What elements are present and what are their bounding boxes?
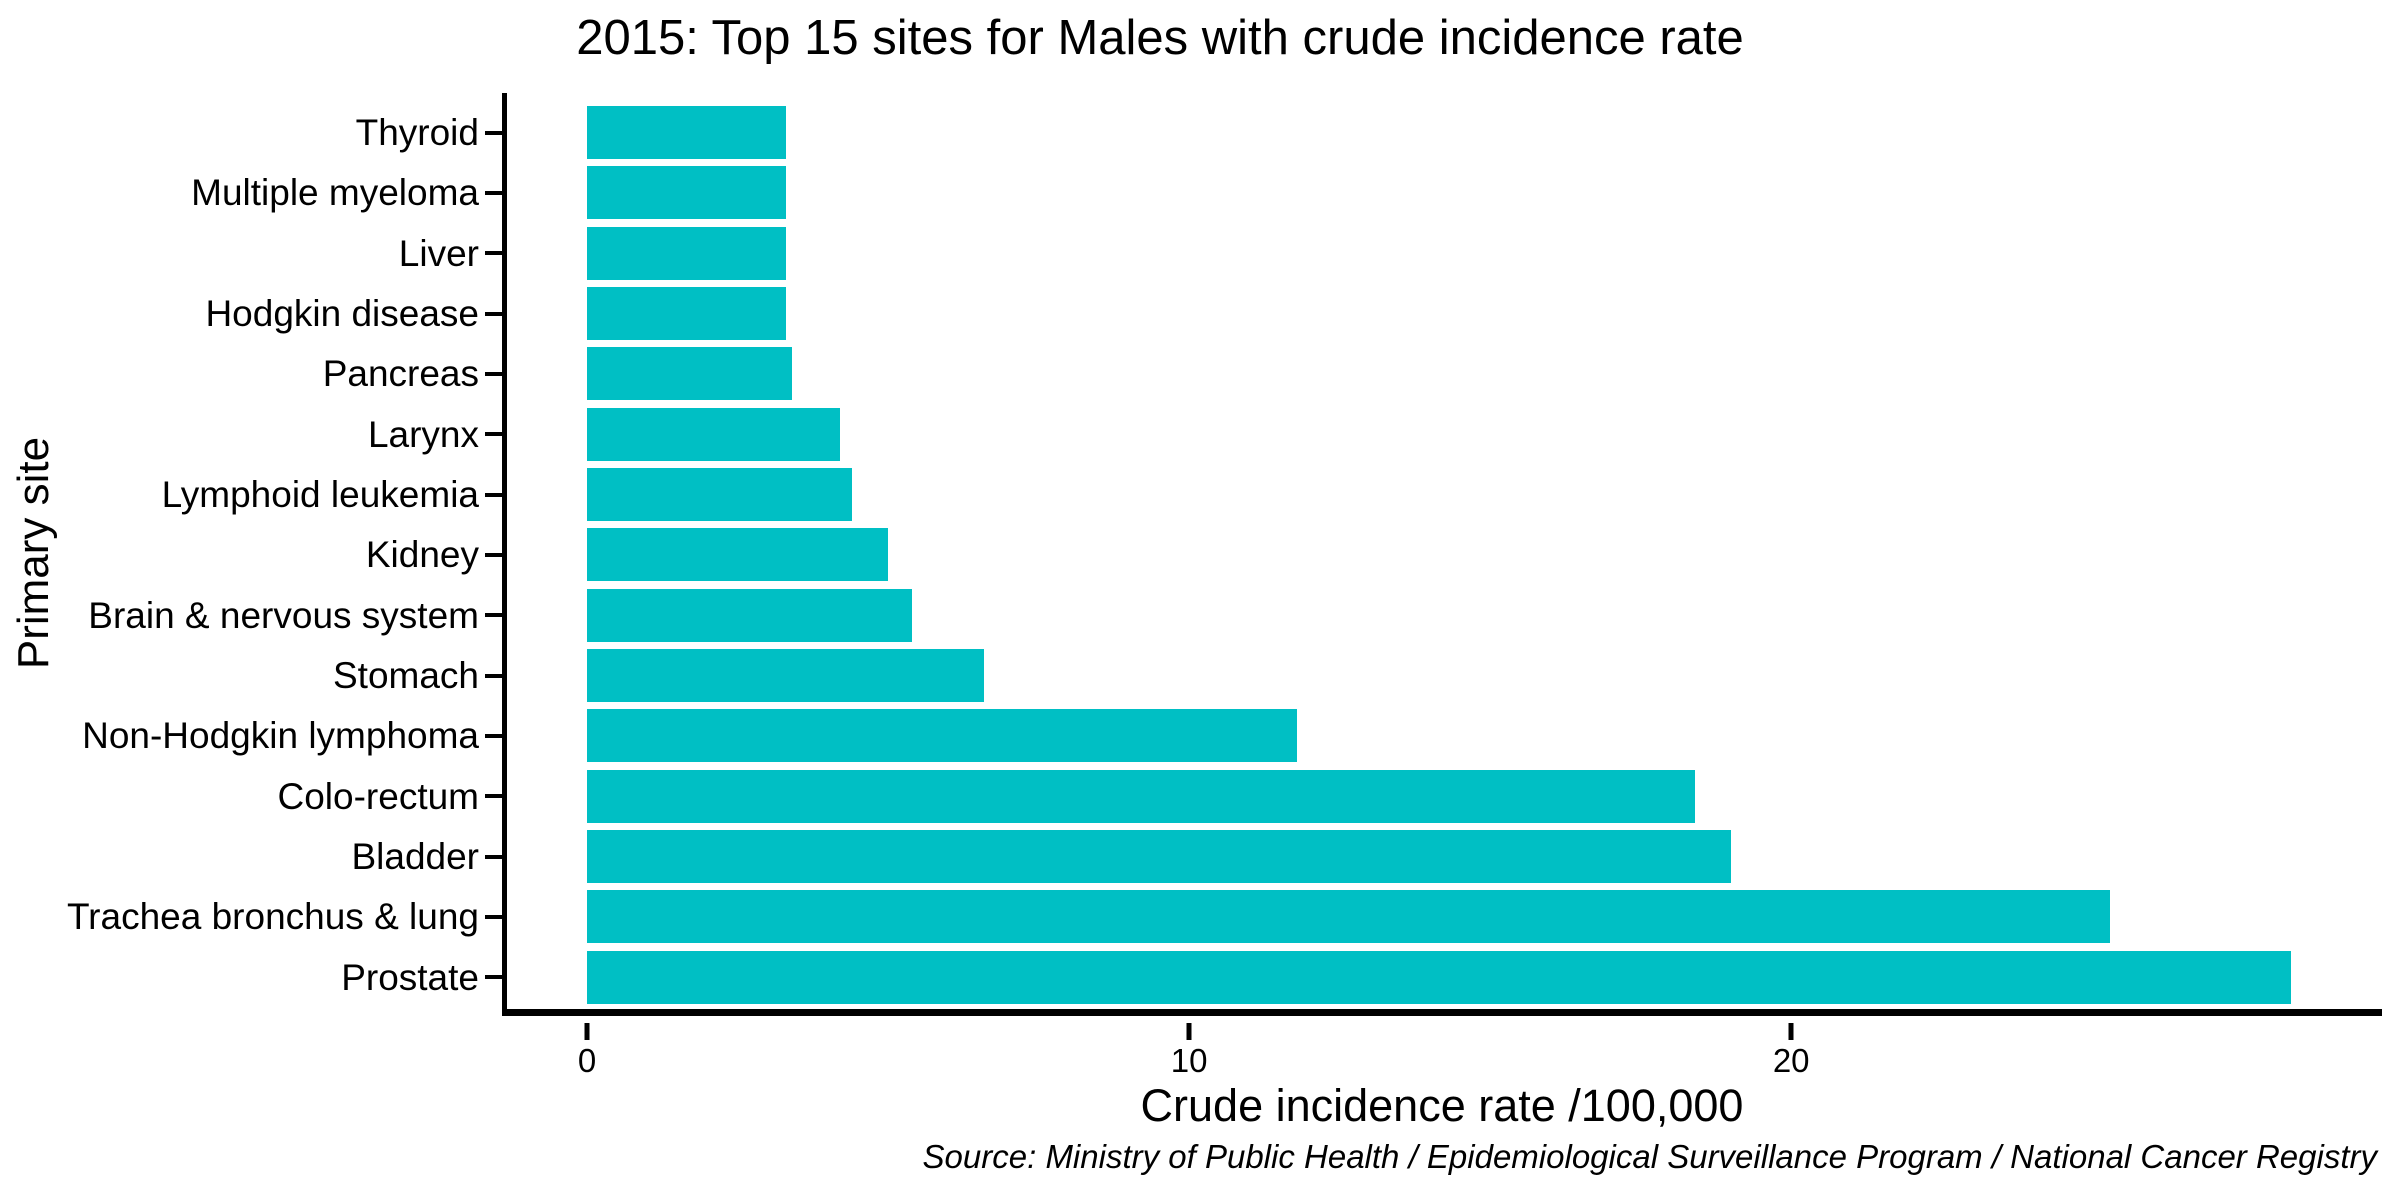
bar — [587, 649, 985, 703]
bar-row: Multiple myeloma — [191, 166, 2382, 220]
category-label: Kidney — [365, 534, 479, 576]
bar — [587, 528, 889, 582]
bar — [587, 950, 2291, 1004]
y-tick — [485, 613, 502, 618]
category-label: Multiple myeloma — [191, 172, 479, 214]
bar-row: Liver — [399, 226, 2382, 280]
bar — [587, 769, 1695, 823]
y-tick — [485, 975, 502, 980]
x-tick-label: 10 — [1170, 1042, 1208, 1079]
source-note: Source: Ministry of Public Health / Epid… — [922, 1138, 2377, 1175]
bar-row: Colo-rectum — [278, 769, 2382, 823]
bar-row: Thyroid — [356, 106, 2382, 159]
category-label: Colo-rectum — [277, 775, 480, 817]
bar — [587, 287, 786, 341]
category-label: Trachea bronchus & lung — [66, 896, 479, 938]
y-tick — [485, 673, 502, 678]
bar-row: Non-Hodgkin lymphoma — [82, 709, 2382, 763]
bar — [587, 106, 786, 159]
y-tick — [485, 190, 502, 195]
y-tick — [485, 552, 502, 557]
bar-row: Hodgkin disease — [205, 287, 2382, 341]
category-label: Larynx — [367, 413, 479, 455]
y-tick — [485, 251, 502, 256]
y-tick — [485, 432, 502, 437]
bar — [587, 226, 786, 280]
x-tick-label: 20 — [1772, 1042, 1810, 1079]
x-tick — [584, 1023, 590, 1040]
y-tick — [485, 311, 502, 316]
bar — [587, 709, 1298, 763]
bar — [587, 830, 1731, 884]
bar — [587, 468, 852, 522]
x-tick — [1186, 1023, 1192, 1040]
bar-row: Larynx — [368, 407, 2382, 461]
y-tick — [485, 492, 502, 497]
bar-row: Prostate — [341, 950, 2382, 1004]
bar — [587, 890, 2111, 944]
category-label: Thyroid — [355, 112, 479, 153]
x-tick-label: 0 — [577, 1042, 597, 1079]
bar-row: Pancreas — [323, 347, 2382, 401]
bar — [587, 407, 840, 461]
bar-row: Trachea bronchus & lung — [67, 890, 2382, 944]
category-label: Prostate — [341, 956, 479, 998]
bar-row: Kidney — [366, 528, 2382, 582]
x-axis-label: Crude incidence rate /100,000 — [1140, 1080, 1744, 1131]
category-label: Lymphoid leukemia — [161, 474, 479, 516]
category-label: Non-Hodgkin lymphoma — [82, 715, 479, 757]
y-axis-label: Primary site — [9, 436, 58, 670]
bar-row: Stomach — [333, 649, 2382, 703]
y-tick — [485, 733, 502, 738]
category-label: Bladder — [351, 836, 479, 878]
category-label: Stomach — [332, 655, 479, 697]
y-tick — [485, 914, 502, 919]
bar — [587, 588, 913, 642]
bars-container: Thyroid Multiple myeloma Liver Hodgkin dise… — [67, 93, 2382, 1009]
category-label: Pancreas — [322, 353, 479, 395]
plot-panel: Thyroid Multiple myeloma Liver Hodgkin dise… — [67, 93, 2382, 1016]
category-label: Brain & nervous system — [88, 594, 479, 636]
y-tick — [485, 854, 502, 859]
category-label: Liver — [398, 232, 479, 274]
x-tick — [1788, 1023, 1794, 1040]
chart-title: 2015: Top 15 sites for Males with crude … — [576, 11, 1744, 65]
category-label: Hodgkin disease — [205, 293, 479, 335]
bar-row: Lymphoid leukemia — [162, 468, 2382, 522]
y-tick — [485, 371, 502, 376]
y-tick — [485, 130, 502, 135]
bar — [587, 347, 792, 401]
x-axis: 0 10 20 — [507, 1016, 2382, 1106]
bar-row: Brain & nervous system — [88, 588, 2382, 642]
y-tick — [485, 794, 502, 799]
bar-row: Bladder — [351, 830, 2382, 884]
bar — [587, 166, 786, 220]
